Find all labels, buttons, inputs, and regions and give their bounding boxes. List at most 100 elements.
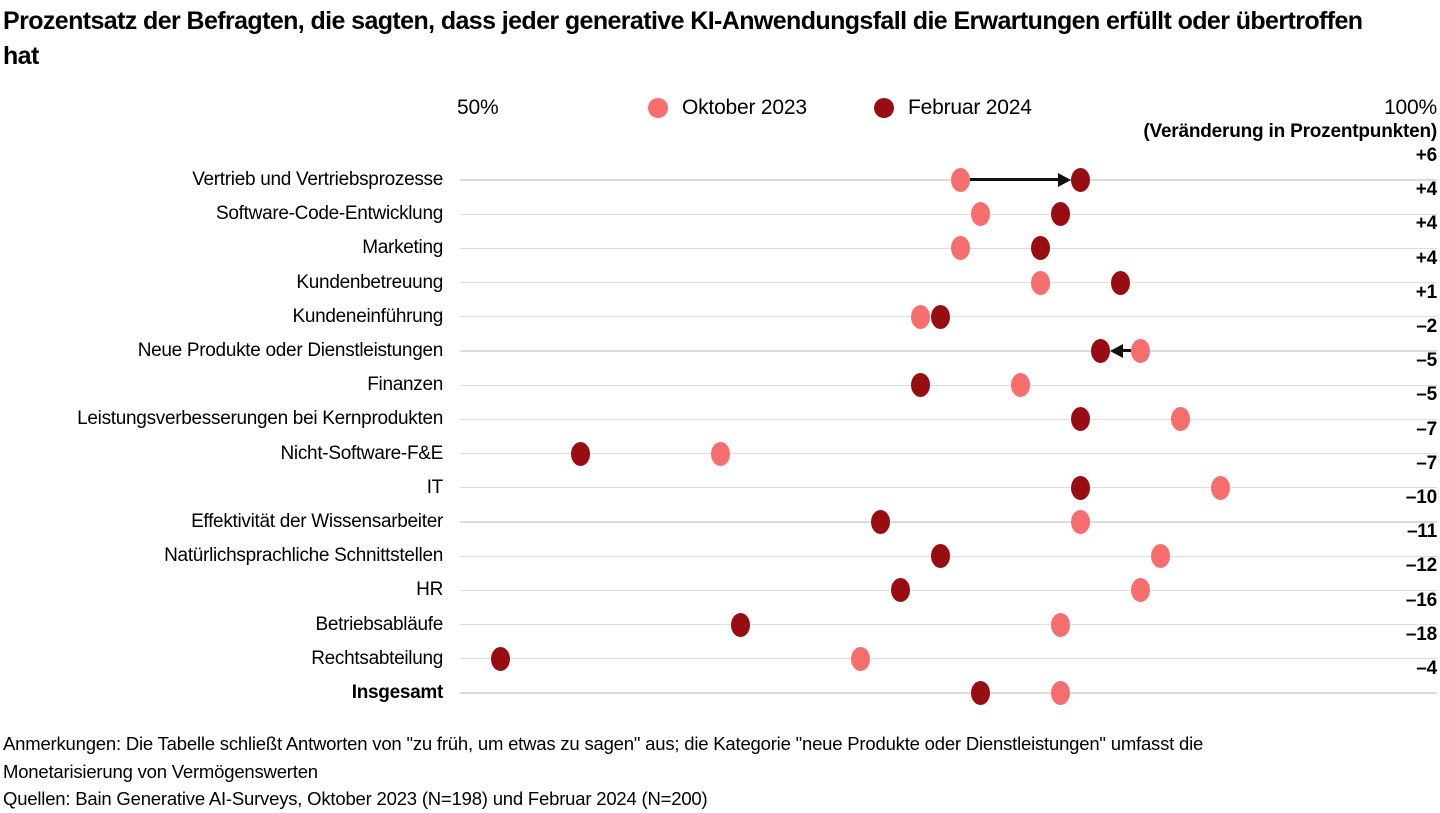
chart-row: Betriebsabläufe –16 (0, 590, 1440, 642)
x-axis-min-label: 50% (457, 96, 499, 119)
row-gridline (460, 179, 1437, 181)
dot-oktober-2023 (1150, 544, 1170, 569)
dot-februar-2024 (1110, 270, 1130, 295)
chart-row: Finanzen –5 (0, 351, 1440, 402)
dot-oktober-2023 (910, 304, 930, 329)
dot-februar-2024 (1090, 338, 1110, 363)
chart-row: Marketing +4 (0, 214, 1440, 265)
row-change-value: –12 (1405, 555, 1437, 577)
dot-februar-2024 (890, 578, 910, 603)
chart-row: Software-Code-Entwicklung +4 (0, 180, 1440, 231)
dot-oktober-2023 (1010, 373, 1030, 398)
row-gridline (460, 658, 1437, 660)
row-change-value: –18 (1405, 623, 1437, 645)
dot-februar-2024 (1030, 236, 1050, 261)
dot-februar-2024 (570, 441, 590, 466)
dot-februar-2024 (1070, 167, 1090, 192)
row-label: Natürlichsprachliche Schnittstellen (164, 545, 443, 567)
dot-februar-2024 (930, 304, 950, 329)
dot-oktober-2023 (710, 441, 730, 466)
row-label: Neue Produkte oder Dienstleistungen (137, 339, 444, 361)
row-label: Kundeneinführung (292, 305, 443, 327)
row-label: Marketing (362, 237, 443, 259)
row-change-value: +4 (1415, 179, 1437, 201)
source-line: Quellen: Bain Generative AI-Surveys, Okt… (3, 788, 708, 809)
row-label: IT (426, 476, 444, 498)
change-axis-header: (Veränderung in Prozentpunkten) (1143, 121, 1437, 142)
legend-item-februar-2024: Februar 2024 (874, 96, 1032, 120)
chart-row: HR –12 (0, 556, 1440, 607)
dot-februar-2024 (910, 373, 930, 398)
row-change-value: –5 (1416, 384, 1437, 406)
dot-februar-2024 (730, 612, 750, 637)
row-change-value: +6 (1415, 144, 1437, 166)
row-gridline (460, 624, 1437, 626)
row-change-value: +4 (1415, 213, 1437, 235)
row-gridline (460, 418, 1437, 421)
row-change-value: –5 (1416, 350, 1437, 372)
row-label: Insgesamt (351, 681, 444, 703)
row-gridline (460, 282, 1437, 284)
row-label: HR (416, 579, 443, 601)
dot-oktober-2023 (1070, 509, 1090, 534)
row-gridline (460, 692, 1437, 694)
dot-oktober-2023 (1130, 338, 1150, 363)
chart-row: Insgesamt –4 (0, 658, 1440, 710)
chart-row: Natürlichsprachliche Schnittstellen –11 (0, 522, 1440, 573)
dot-oktober-2023 (1210, 475, 1230, 500)
row-gridline (460, 247, 1437, 250)
chart-title: Prozentsatz der Befragten, die sagten, d… (3, 7, 1363, 70)
row-label: Leistungsverbesserungen bei Kernprodukte… (77, 408, 443, 430)
chart-row: IT –7 (0, 453, 1440, 505)
trend-arrow-head-icon (1057, 172, 1071, 187)
dot-februar-2024 (490, 646, 510, 671)
chart-row: Neue Produkte oder Dienstleistungen –2 (0, 316, 1440, 368)
legend-item-oktober-2023: Oktober 2023 (648, 96, 807, 120)
row-change-value: +1 (1415, 281, 1437, 303)
chart-row: Vertrieb und Vertriebsprozesse +6 (0, 145, 1440, 197)
row-change-value: –16 (1405, 589, 1437, 611)
trend-arrow-head-icon (1109, 343, 1123, 358)
dot-oktober-2023 (1050, 680, 1070, 705)
dot-oktober-2023 (850, 646, 870, 671)
row-gridline (460, 453, 1437, 455)
dot-oktober-2023 (1170, 407, 1190, 432)
row-change-value: –7 (1416, 418, 1437, 440)
row-gridline (460, 384, 1437, 386)
dot-februar-2024 (1070, 475, 1090, 500)
dot-oktober-2023 (950, 236, 970, 261)
row-label: Finanzen (367, 374, 443, 396)
row-change-value: –2 (1416, 315, 1437, 337)
row-change-value: +4 (1415, 247, 1437, 269)
row-change-value: –7 (1416, 452, 1437, 474)
chart-row: Nicht-Software-F&E –7 (0, 419, 1440, 471)
row-label: Kundenbetreuung (296, 271, 443, 293)
x-axis-max-label: 100% (1384, 96, 1437, 119)
dot-oktober-2023 (950, 167, 970, 192)
trend-arrow-line (1121, 349, 1131, 353)
chart-footer: Anmerkungen: Die Tabelle schließt Antwor… (3, 730, 1265, 813)
row-label: Effektivität der Wissensarbeiter (191, 510, 443, 532)
trend-arrow-line (969, 178, 1059, 182)
row-gridline (460, 589, 1437, 592)
row-label: Betriebsabläufe (315, 613, 443, 635)
footnote: Anmerkungen: Die Tabelle schließt Antwor… (3, 733, 1204, 782)
row-change-value: –4 (1416, 657, 1437, 679)
chart-row: Kundenbetreuung +4 (0, 248, 1440, 300)
legend-label-oktober: Oktober 2023 (682, 96, 807, 119)
dot-februar-2024 (1070, 407, 1090, 432)
dot-februar-2024 (870, 509, 890, 534)
dot-oktober-2023 (1050, 612, 1070, 637)
row-change-value: –10 (1405, 486, 1437, 508)
dot-oktober-2023 (970, 202, 990, 227)
row-gridline (460, 213, 1437, 215)
chart-row: Effektivität der Wissensarbeiter –10 (0, 487, 1440, 539)
dot-oktober-2023 (1130, 578, 1150, 603)
row-label: Software-Code-Entwicklung (216, 203, 443, 225)
dot-februar-2024 (1050, 202, 1070, 227)
dot-februar-2024 (930, 544, 950, 569)
row-gridline (460, 487, 1437, 489)
row-label: Nicht-Software-F&E (280, 442, 444, 464)
chart-row: Leistungsverbesserungen bei Kernprodukte… (0, 385, 1440, 436)
legend-dot-februar-icon (874, 98, 894, 118)
